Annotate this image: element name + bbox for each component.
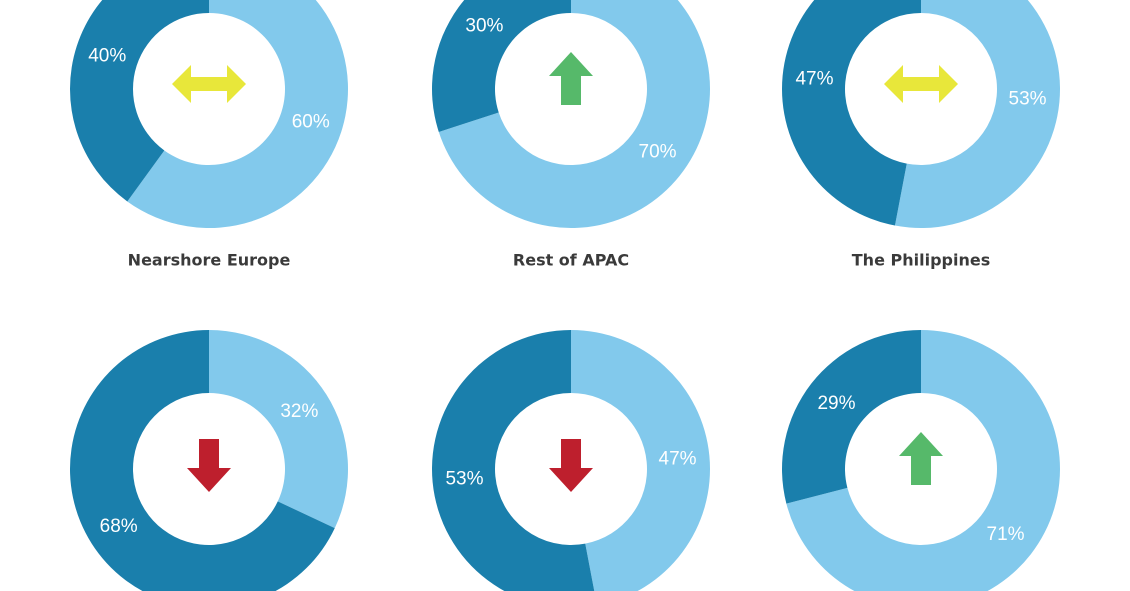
slice-label: 47% — [795, 68, 833, 89]
slice-label: 60% — [292, 112, 330, 133]
slice-label: 70% — [639, 141, 677, 162]
donut-slice-light — [438, 0, 710, 228]
donut-slice-light — [571, 330, 710, 591]
donut-chart-5: 47% 53% — [432, 330, 710, 591]
down-arrow-icon — [549, 439, 593, 492]
donut-chart-6: 71% 29% — [782, 330, 1060, 591]
double-arrow-icon — [884, 65, 958, 103]
donut-chart-2: 70% 30% Rest of APAC — [432, 0, 710, 270]
donut-chart-4: 32% 68% — [70, 330, 349, 591]
donut-slice-dark — [432, 0, 571, 132]
slice-label: 30% — [465, 16, 503, 37]
slice-label: 29% — [817, 393, 855, 414]
donut-slice-dark — [70, 330, 335, 591]
slice-label: 40% — [88, 45, 126, 66]
up-arrow-icon — [899, 432, 943, 485]
donut-slice-dark — [782, 330, 921, 504]
slice-label: 71% — [987, 524, 1025, 545]
up-arrow-icon — [549, 52, 593, 105]
slice-label: 47% — [659, 448, 697, 469]
slice-label: 32% — [280, 401, 318, 422]
slice-label: 68% — [100, 516, 138, 537]
slice-label: 53% — [445, 469, 483, 490]
donut-chart-3: 53% 47% The Philippines — [782, 0, 1060, 270]
donut-slice-light — [786, 330, 1060, 591]
donut-slice-dark — [70, 0, 209, 202]
double-arrow-icon — [172, 65, 246, 103]
down-arrow-icon — [187, 439, 231, 492]
slice-label: 53% — [1009, 89, 1047, 110]
donut-slice-dark — [432, 330, 595, 591]
donut-chart-1: 60% 40% Nearshore Europe — [70, 0, 348, 270]
donut-slice-light — [894, 0, 1060, 228]
donut-slice-light — [209, 330, 349, 529]
donut-slice-light — [127, 0, 348, 228]
donut-slice-dark — [782, 0, 921, 226]
chart-title: Rest of APAC — [513, 251, 629, 270]
chart-title: The Philippines — [852, 251, 990, 270]
chart-title: Nearshore Europe — [128, 251, 291, 270]
